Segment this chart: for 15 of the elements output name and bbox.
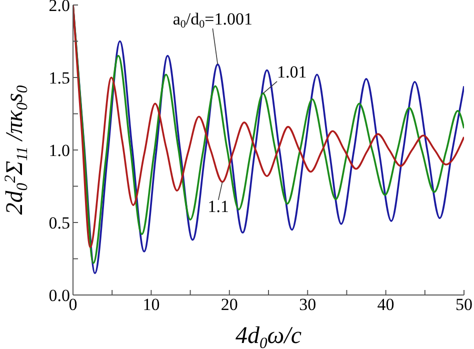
y-tick-label: 1.5 bbox=[48, 68, 70, 88]
x-tick-label: 50 bbox=[456, 295, 472, 314]
y-tick-label: 1.0 bbox=[48, 141, 70, 160]
x-tick-label: 20 bbox=[220, 295, 238, 314]
annotation: 1.1 bbox=[208, 196, 229, 216]
x-axis-title: 4d$_{0}$ω/c bbox=[235, 323, 302, 349]
x-tick-label: 0 bbox=[68, 295, 78, 314]
annotation: a$_{0}$/d$_{0}$=1.001 bbox=[172, 9, 253, 31]
y-tick-label: 0.5 bbox=[48, 214, 70, 233]
annotation: 1.01 bbox=[277, 62, 307, 82]
x-tick-label: 40 bbox=[377, 295, 394, 314]
x-tick-label: 10 bbox=[142, 295, 160, 314]
y-tick-label: 0.0 bbox=[48, 286, 70, 306]
x-tick-label: 30 bbox=[299, 295, 316, 314]
y-tick-label: 2.0 bbox=[48, 0, 70, 16]
